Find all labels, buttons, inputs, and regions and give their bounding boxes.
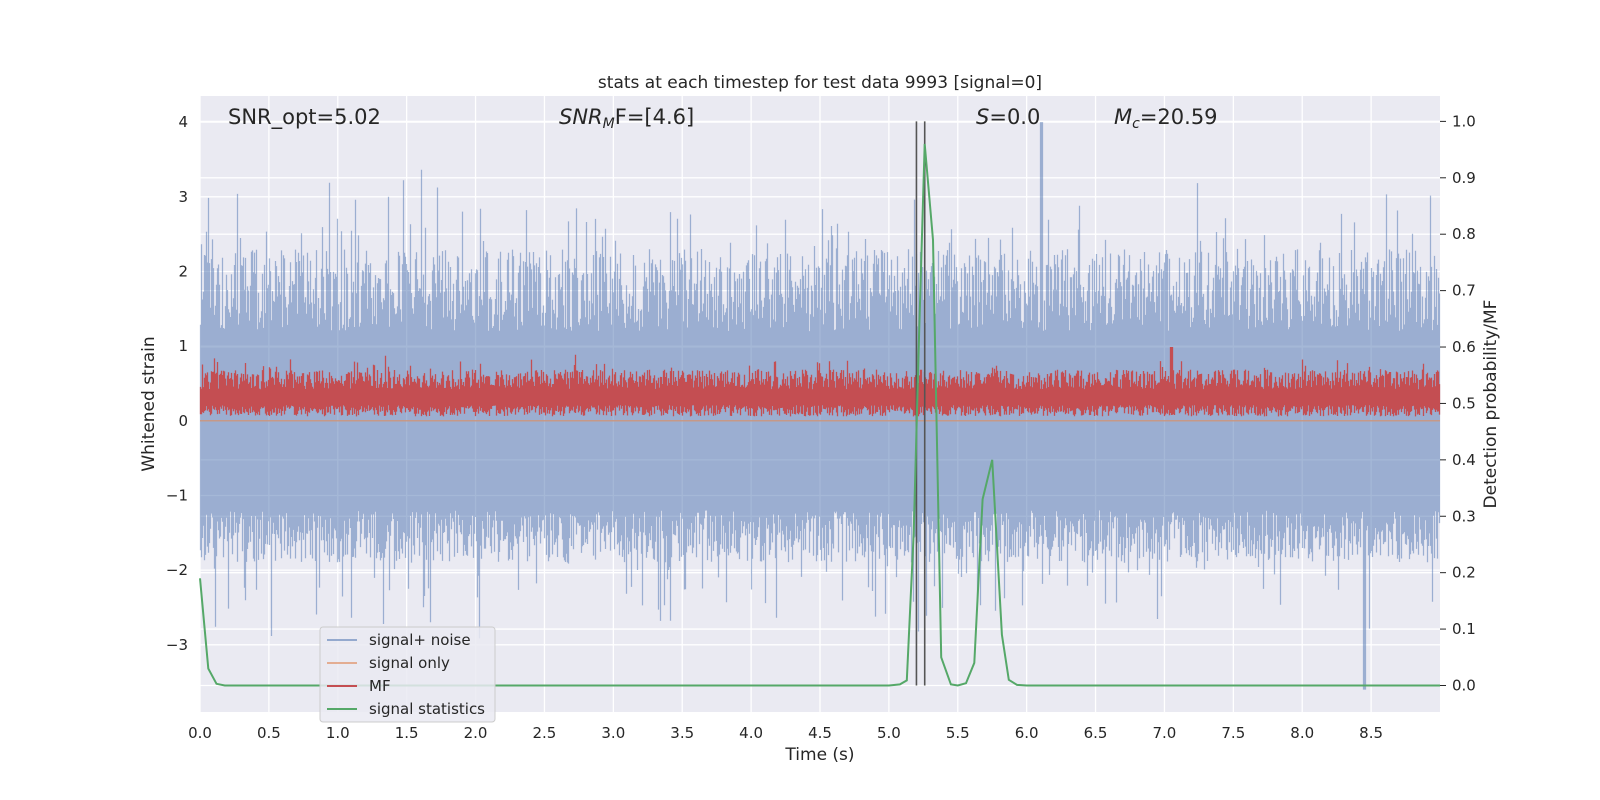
x-tick-label: 7.0	[1153, 724, 1177, 742]
y-right-tick-label: 0.3	[1452, 507, 1476, 525]
legend-label-signal-noise: signal+ noise	[369, 631, 471, 649]
y-right-tick-label: 0.4	[1452, 451, 1476, 469]
y-tick-label: 1	[178, 337, 188, 355]
annotation-mc-label: M	[1114, 105, 1132, 129]
chart-title: stats at each timestep for test data 999…	[598, 73, 1042, 93]
mf-trace	[199, 347, 1441, 417]
legend-box	[319, 626, 496, 723]
y-tick-label: −1	[166, 486, 188, 504]
legend-label-mf: MF	[369, 677, 391, 695]
y-axis-label-right: Detection probability/MF	[1481, 300, 1501, 509]
series-signal-statistics	[199, 143, 1440, 687]
x-tick-label: 6.5	[1084, 724, 1108, 742]
x-tick-label: 2.5	[533, 724, 557, 742]
y-right-tick-label: 0.1	[1452, 620, 1476, 638]
annotation-mc-rest: =20.59	[1140, 105, 1218, 129]
x-axis-label: Time (s)	[784, 745, 854, 765]
legend-label-signal-statistics: signal statistics	[369, 700, 485, 718]
y-tick-label: 0	[178, 412, 188, 430]
x-tick-label: 1.0	[326, 724, 350, 742]
x-tick-label: 8.0	[1290, 724, 1314, 742]
annotation-snr-mf-sub: M	[603, 116, 615, 132]
y-right-tick-label: 0.7	[1452, 282, 1476, 300]
annotation-snr-mf-base: SNR	[559, 105, 603, 129]
y-right-tick-label: 0.5	[1452, 394, 1476, 412]
annotation-snr-opt: SNR_opt=5.02	[228, 105, 381, 130]
y-tick-label: 3	[178, 188, 188, 206]
y-axis-label-left: Whitened strain	[139, 336, 159, 471]
y-right-tick-label: 0.6	[1452, 338, 1476, 356]
x-tick-label: 4.0	[739, 724, 763, 742]
x-tick-label: 8.5	[1359, 724, 1383, 742]
y-tick-label: −3	[166, 636, 188, 654]
x-tick-label: 3.0	[601, 724, 625, 742]
x-tick-label: 0.5	[257, 724, 281, 742]
x-tick-label: 5.5	[946, 724, 970, 742]
annotation-s-rest: =0.0	[989, 105, 1040, 129]
x-tick-label: 1.5	[395, 724, 419, 742]
y-tick-label: 2	[178, 262, 188, 280]
annotation-mc-sub: c	[1132, 116, 1140, 132]
annotation-mc: Mc=20.59	[1114, 105, 1218, 132]
x-tick-label: 0.0	[188, 724, 212, 742]
legend-label-signal-only: signal only	[369, 654, 450, 672]
y-right-tick-label: 0.9	[1452, 169, 1476, 187]
y-right-tick-label: 0.2	[1452, 564, 1476, 582]
y-right-tick-label: 0.8	[1452, 225, 1476, 243]
tick-labels: 0.0 0.5 1.0 1.5 2.0 2.5 3.0 3.5 4.0 4.5 5.0 5.5 6.0 6…	[166, 112, 1476, 742]
annotation-s-label: S	[976, 105, 989, 129]
x-tick-label: 6.0	[1015, 724, 1039, 742]
x-tick-label: 7.5	[1221, 724, 1245, 742]
x-tick-label: 3.5	[670, 724, 694, 742]
y-tick-label: 4	[178, 113, 188, 131]
annotation-snr-mf: SNRMF=[4.6]	[559, 105, 694, 132]
x-tick-label: 2.0	[464, 724, 488, 742]
annotation-snr-mf-rest: F=[4.6]	[615, 105, 694, 129]
annotation-s: S=0.0	[976, 105, 1040, 129]
legend: signal+ noise signal only MF signal stat…	[319, 626, 496, 723]
x-tick-label: 4.5	[808, 724, 832, 742]
x-tick-label: 5.0	[877, 724, 901, 742]
series-mf	[199, 347, 1441, 417]
signal-statistics-trace	[199, 143, 1440, 687]
y-right-tick-label: 0.0	[1452, 676, 1476, 694]
y-tick-label: −2	[166, 561, 188, 579]
y-right-tick-label: 1.0	[1452, 112, 1476, 130]
